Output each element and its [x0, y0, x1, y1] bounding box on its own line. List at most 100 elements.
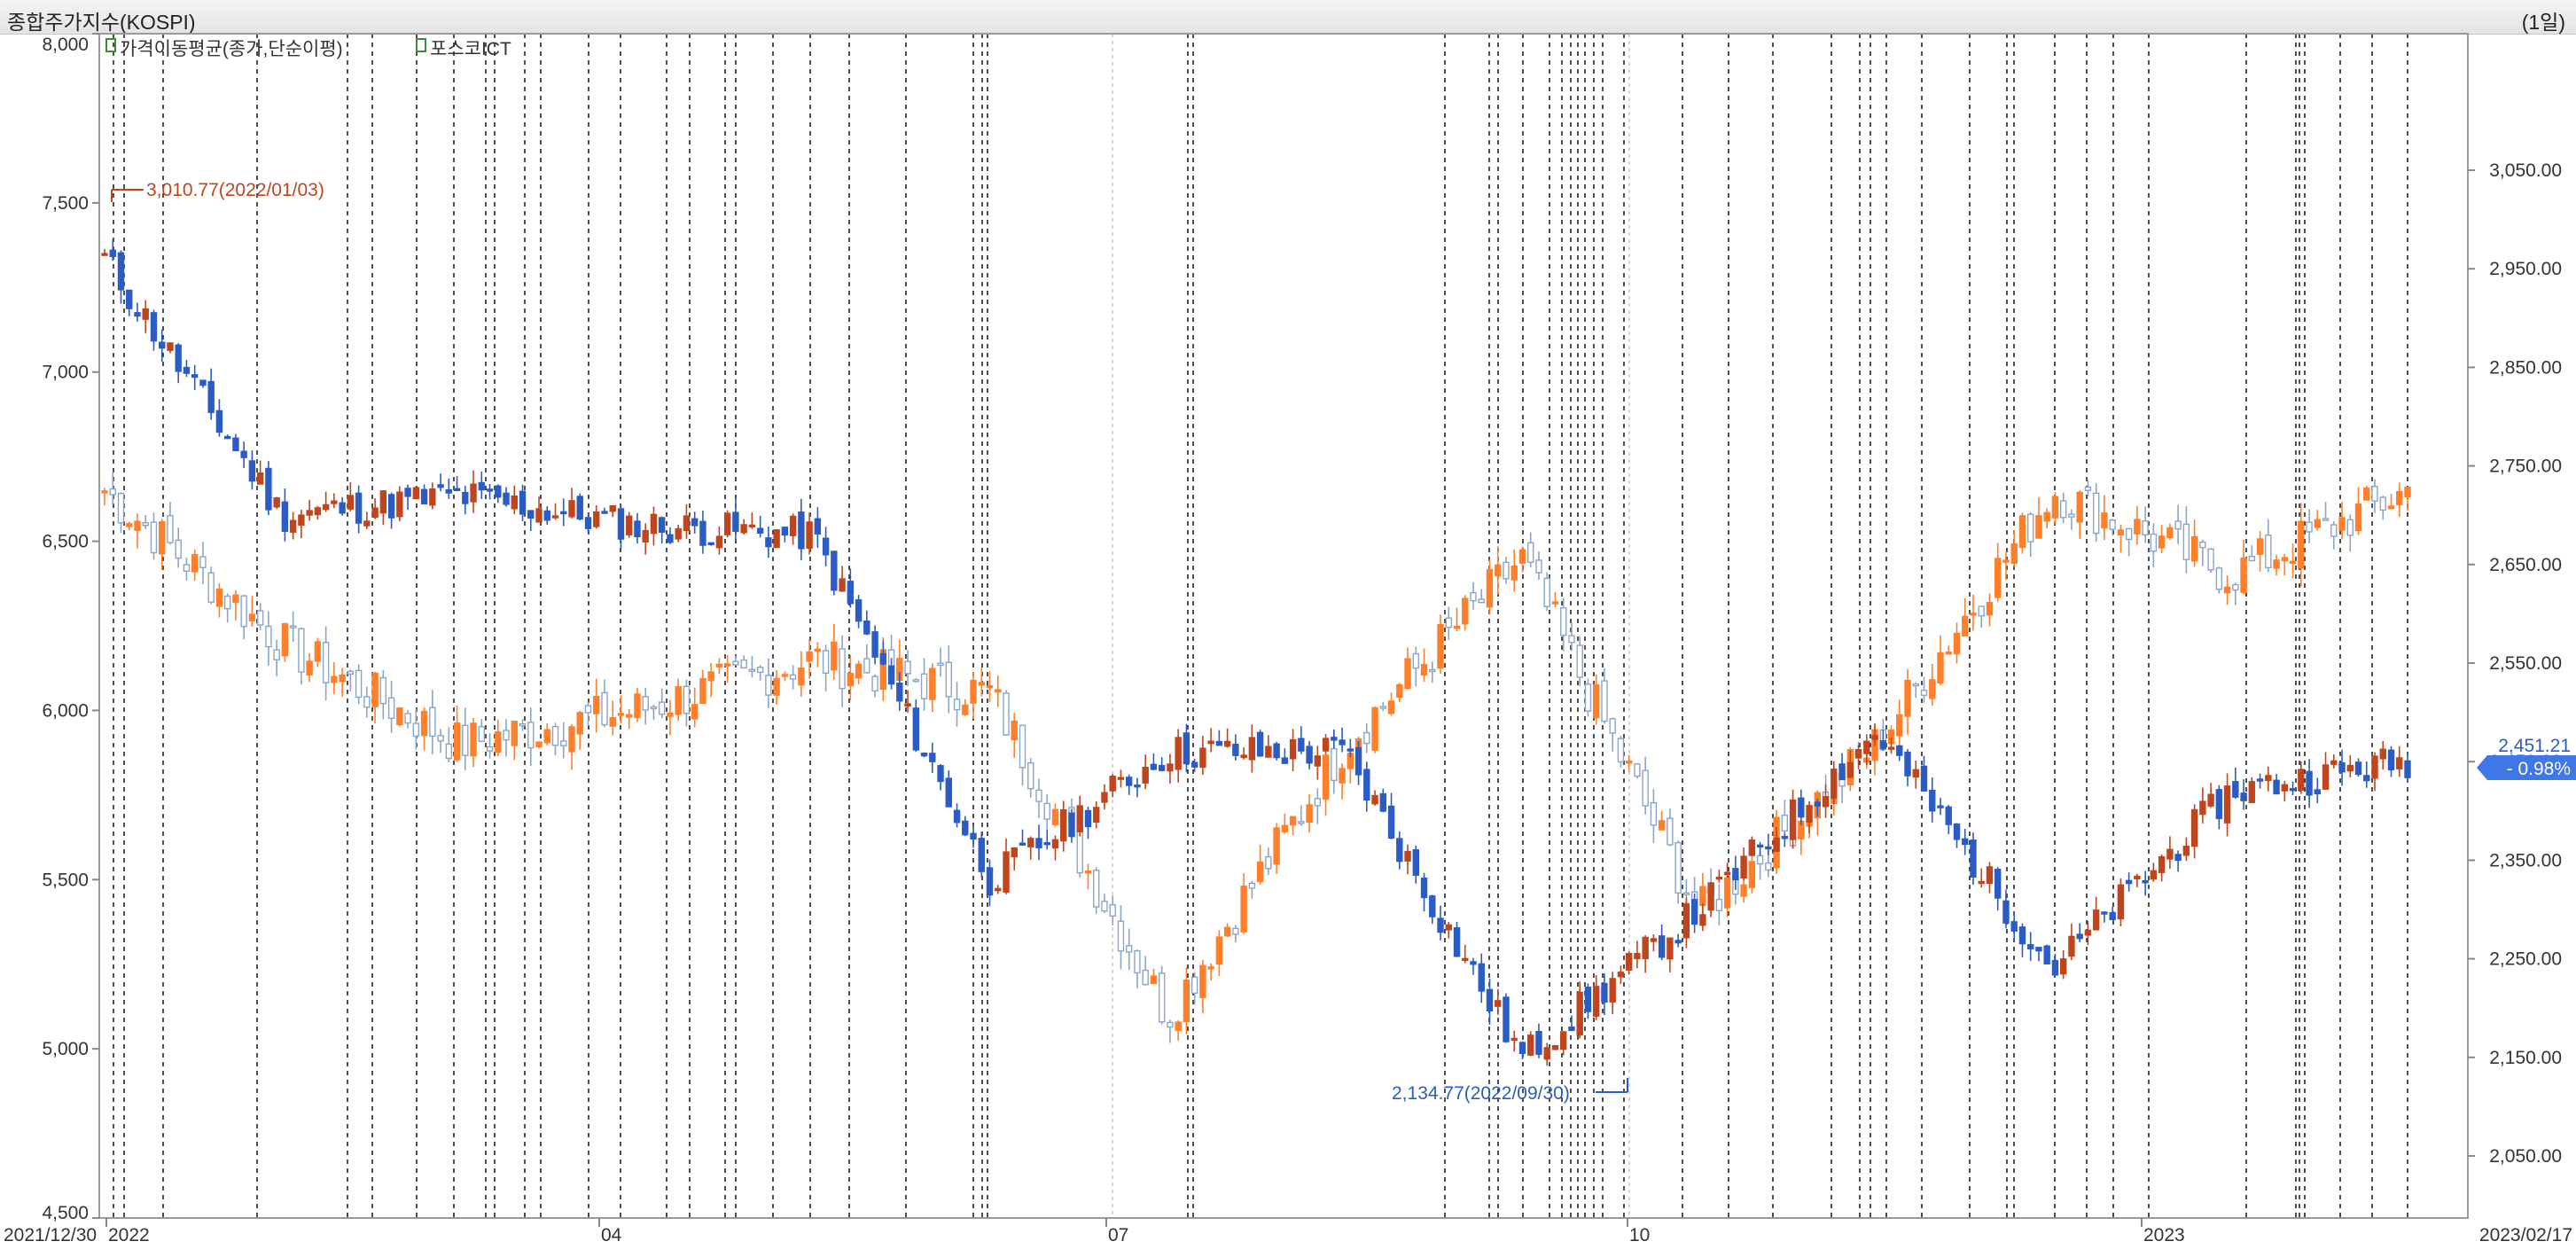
candle-body [191, 374, 199, 379]
candle-body [1298, 821, 1305, 824]
candle-body [995, 689, 1002, 693]
candle-body [1068, 812, 1075, 838]
candle-body [1379, 792, 1387, 812]
candle-body [1093, 807, 1100, 824]
candle-body [2199, 541, 2206, 549]
candle-body [1486, 988, 1494, 1011]
candle-body [953, 699, 961, 711]
candle-body [1412, 849, 1419, 876]
candle-body [1495, 564, 1502, 577]
candle-body [273, 497, 280, 508]
candle-body [543, 510, 550, 521]
candle-body [412, 487, 420, 500]
candle-body [2158, 535, 2166, 549]
candle-body [2174, 854, 2182, 862]
candle-body [1289, 816, 1297, 826]
candle-body [551, 515, 559, 519]
candle-body [453, 488, 461, 491]
candle-body [2084, 486, 2092, 491]
candle-body [1142, 766, 1149, 784]
candle-body [1223, 740, 1231, 747]
candle-body [2306, 521, 2313, 533]
candle-body [1281, 757, 1289, 764]
candle-body [1101, 792, 1108, 803]
candle-body [1043, 841, 1050, 846]
candle-body [2109, 911, 2116, 921]
candle-body [215, 588, 223, 607]
candle-body [2298, 769, 2305, 791]
candle-body [871, 631, 878, 658]
candle-body [331, 500, 338, 504]
candle-body [1125, 945, 1133, 953]
candle-body [1051, 839, 1059, 849]
candle-body [576, 496, 583, 520]
candle-body [707, 542, 714, 546]
candle-body [667, 712, 674, 717]
candle-body [1060, 809, 1067, 842]
candle-body [273, 649, 280, 660]
candle-body [1379, 706, 1387, 709]
candle-body [617, 508, 625, 540]
candle-body [945, 777, 952, 808]
candle-body [1650, 938, 1658, 942]
candle-body [1584, 986, 1592, 1012]
candle-body [1306, 804, 1313, 824]
candle-body [1510, 566, 1518, 581]
high-annotation: 3,010.77(2022/01/03) [111, 180, 324, 202]
candle-body [642, 529, 649, 543]
candle-body [1429, 668, 1436, 673]
candle-body [978, 682, 985, 686]
right-tick-label: 2,550.00 [2489, 653, 2562, 674]
candle-body [2166, 527, 2174, 539]
candle-body [306, 510, 313, 516]
candle-body [1043, 802, 1050, 820]
candle-body [1248, 737, 1256, 761]
candle-body [2346, 764, 2354, 772]
candle-body [355, 669, 363, 699]
candle-body [314, 507, 322, 516]
candle-body [1953, 823, 1961, 840]
candle-body [2371, 486, 2378, 502]
candle-body [347, 670, 355, 675]
candle-body [1093, 870, 1100, 908]
candle-body [298, 628, 305, 673]
candle-body [2330, 760, 2338, 765]
candle-body [1027, 838, 1034, 847]
candle-body [2035, 947, 2042, 952]
candle-body [167, 342, 174, 351]
left-y-axis: 8,000 7,500 7,000 6,500 6,000 5,500 5,000 4,500 [42, 33, 99, 1223]
candle-body [1183, 980, 1190, 1023]
candle-body [1887, 746, 1895, 750]
period-label[interactable]: (1일) [2521, 11, 2565, 34]
candle-body [1920, 765, 1928, 792]
candle-body [2363, 488, 2370, 501]
candle-body [486, 488, 494, 492]
candle-body [560, 511, 567, 515]
candle-body [1518, 1042, 1526, 1054]
candle-body [363, 696, 371, 708]
current-value-badge[interactable]: 2,451.21 - 0.98% [2477, 736, 2576, 780]
candle-body [1011, 721, 1018, 741]
candle-body [1658, 820, 1666, 831]
candle-body [1765, 846, 1772, 850]
legend-marker-stock [416, 38, 426, 52]
candle-body [2379, 496, 2386, 511]
candle-body [723, 663, 731, 667]
candle-body [429, 488, 436, 506]
candle-body [2223, 785, 2231, 824]
candle-body [699, 677, 706, 705]
candle-body [470, 722, 477, 757]
candle-body [2281, 557, 2289, 562]
candle-body [1560, 1031, 1567, 1050]
candle-body [1994, 869, 2002, 899]
left-tick-label: 5,000 [42, 1039, 89, 1059]
candle-body [1289, 738, 1297, 760]
candle-body [748, 668, 756, 673]
candle-body [1175, 737, 1182, 770]
candle-body [2338, 517, 2346, 531]
candle-body [2330, 524, 2338, 537]
candle-body [1150, 975, 1158, 985]
candle-body [1347, 748, 1354, 752]
candle-body [912, 679, 920, 683]
